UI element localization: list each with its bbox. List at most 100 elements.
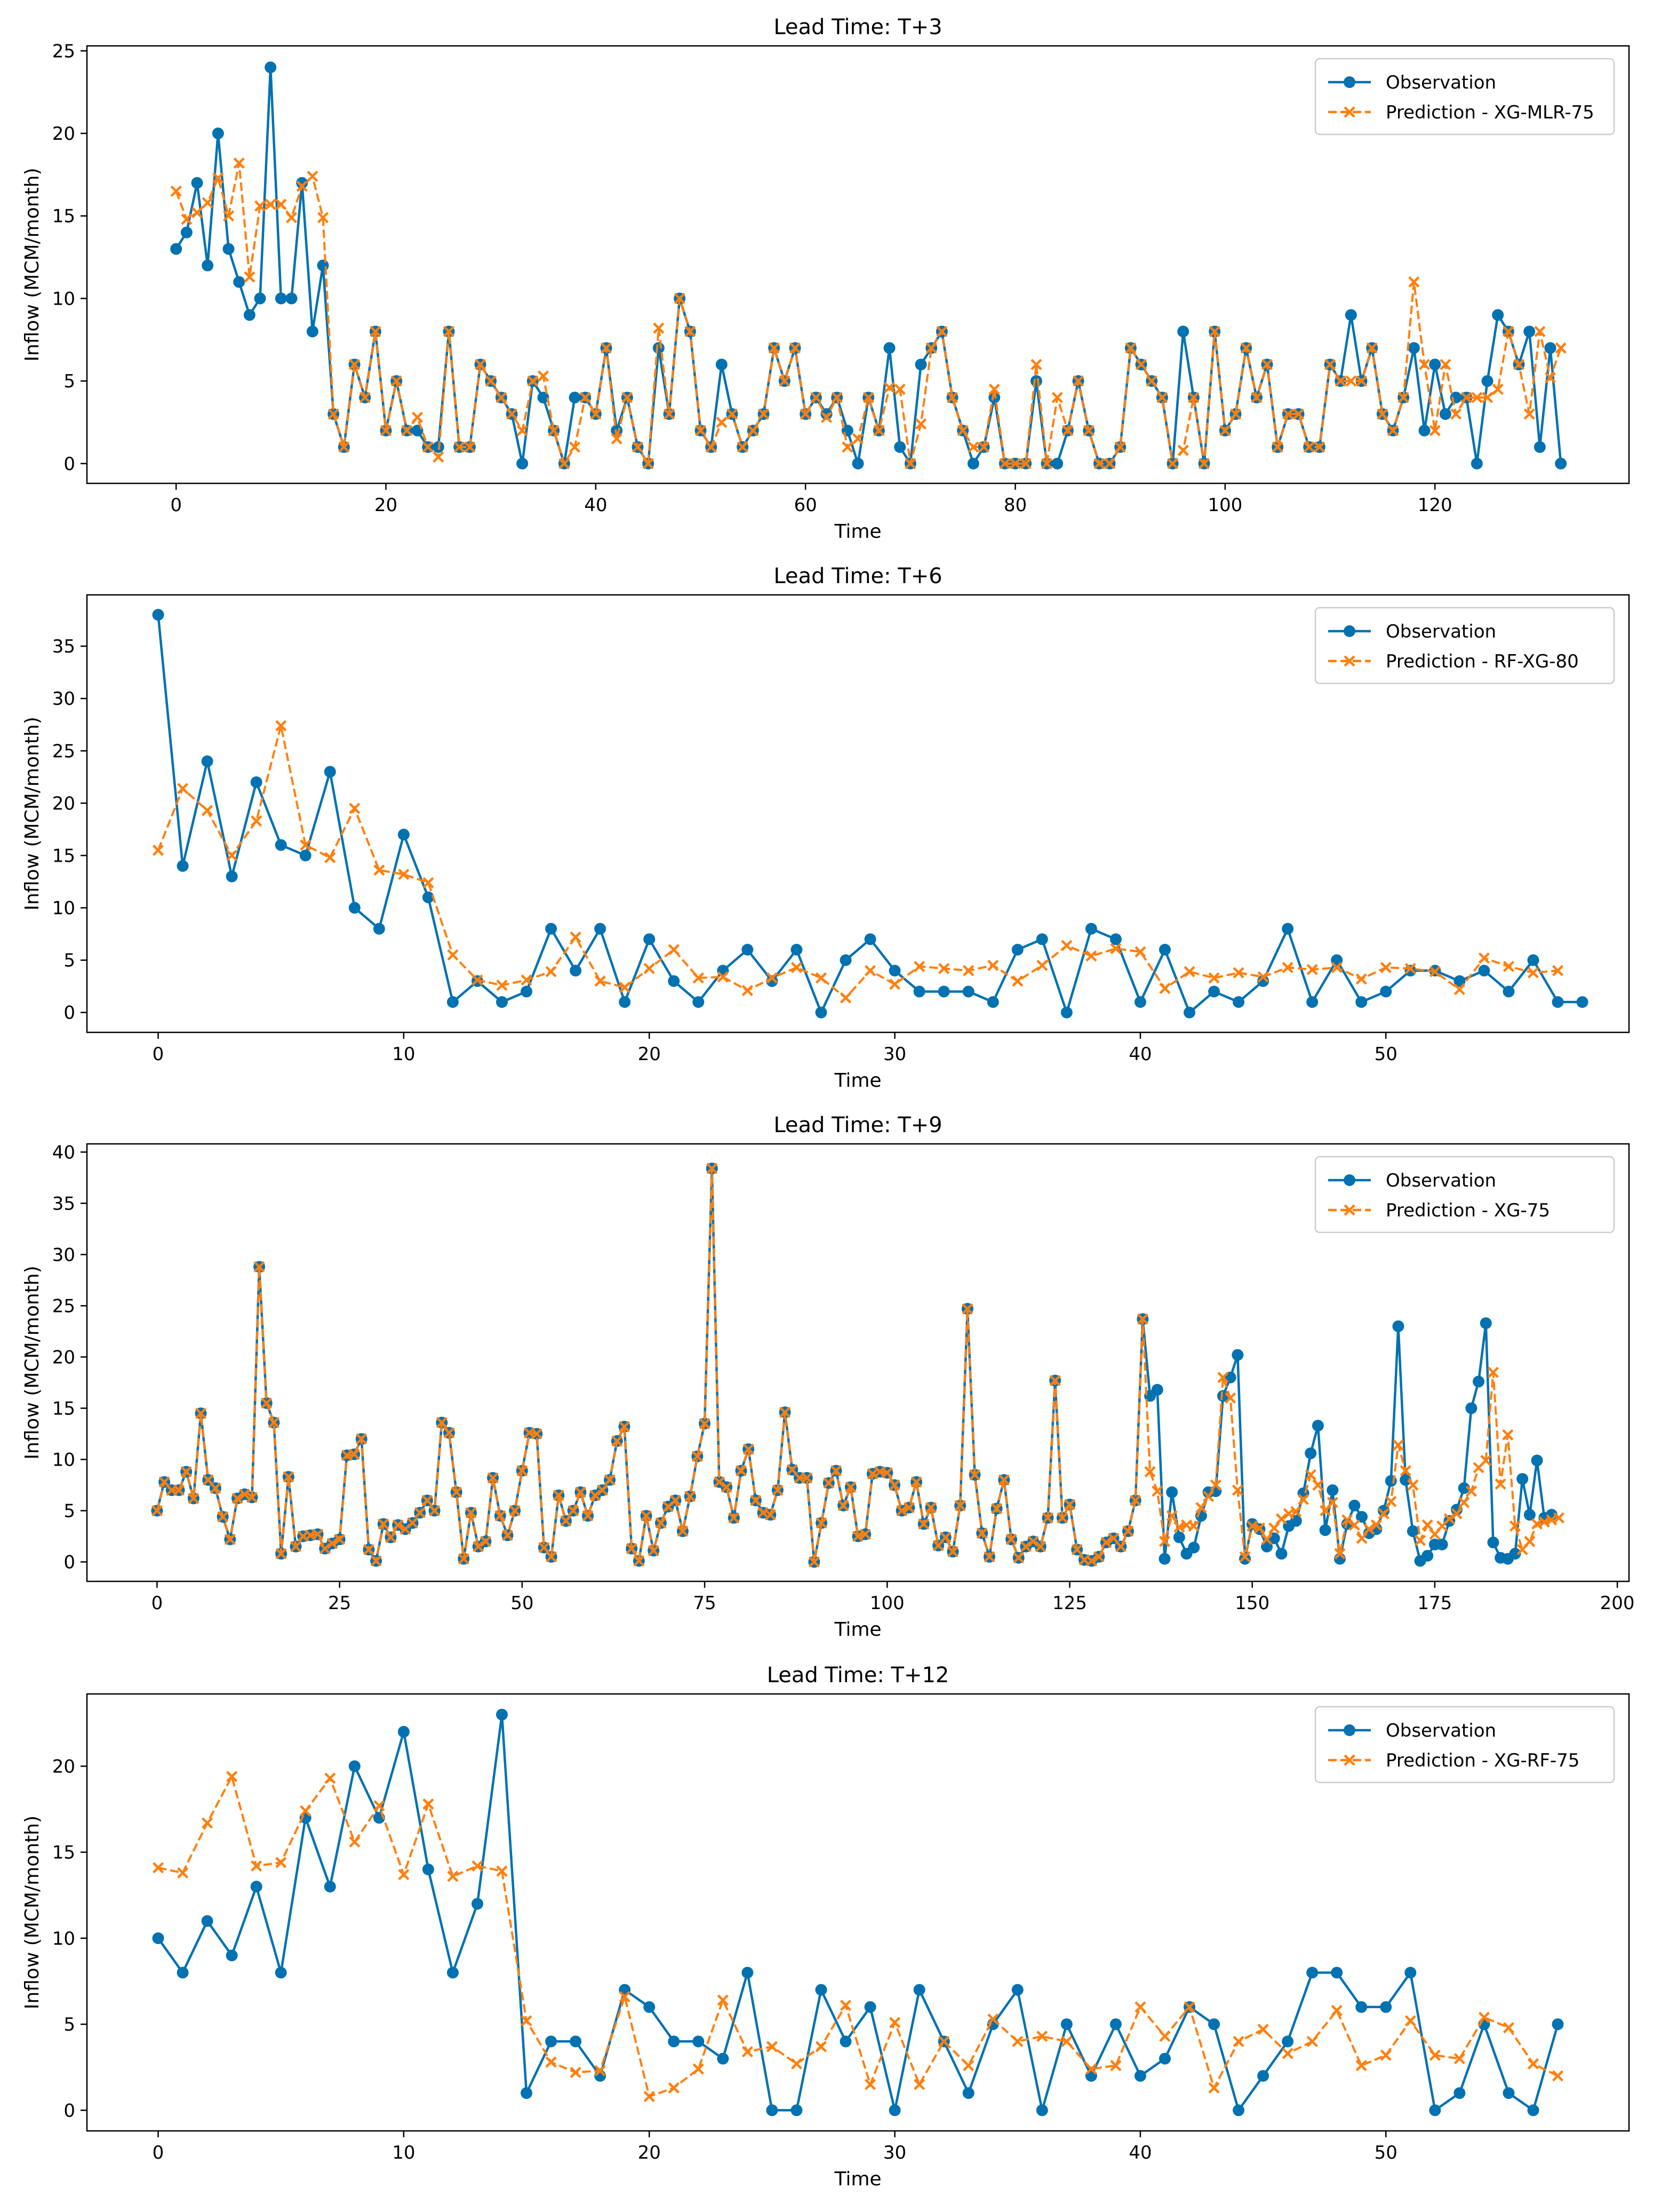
prediction-point (1429, 425, 1441, 436)
y-tick-label: 10 (52, 1449, 75, 1470)
chart-title: Lead Time: T+9 (773, 1113, 942, 1137)
prediction-point (370, 325, 381, 337)
prediction-point (1527, 967, 1539, 978)
y-tick-label: 5 (63, 371, 75, 392)
x-tick-label: 200 (1600, 1593, 1635, 1614)
prediction-point (779, 375, 790, 387)
prediction-point (275, 198, 287, 210)
prediction-point (1042, 1512, 1053, 1524)
observation-point (766, 2104, 778, 2116)
prediction-point (1312, 1479, 1324, 1491)
prediction-point (1257, 2024, 1269, 2035)
prediction-point (969, 1469, 981, 1481)
prediction-point (1219, 425, 1231, 436)
y-tick-label: 0 (63, 1002, 75, 1024)
prediction-point (790, 2058, 803, 2070)
observation-point (988, 392, 1001, 404)
legend-label: Prediction - XG-RF-75 (1386, 1750, 1579, 1771)
x-tick-label: 40 (1129, 2142, 1152, 2163)
observation-point (987, 996, 999, 1008)
observation-point (1458, 1482, 1470, 1494)
prediction-point (889, 2017, 901, 2028)
prediction-point (757, 408, 770, 420)
prediction-point (1210, 1479, 1221, 1491)
prediction-point (1290, 1506, 1302, 1518)
legend-marker (1344, 1174, 1355, 1186)
observation-point (275, 839, 287, 851)
prediction-point (815, 2041, 827, 2052)
observation-point (250, 1881, 262, 1893)
y-tick-label: 30 (52, 1244, 75, 1266)
observation-point (1407, 1525, 1419, 1537)
chart-title: Lead Time: T+6 (773, 564, 942, 588)
prediction-point (911, 1476, 922, 1488)
prediction-point (1036, 2031, 1048, 2042)
observation-point (1282, 2035, 1294, 2048)
observation-point (537, 392, 549, 404)
prediction-point (348, 359, 361, 370)
prediction-point (621, 392, 633, 403)
plot-frame (86, 45, 1630, 484)
prediction-point (845, 1481, 857, 1493)
prediction-point (859, 1529, 871, 1540)
observation-point (1011, 944, 1024, 956)
observation-point (1400, 1474, 1412, 1486)
prediction-point (1085, 950, 1097, 962)
prediction-point (1380, 961, 1392, 973)
prediction-point (217, 1511, 229, 1523)
prediction-point (1292, 408, 1305, 420)
legend: Observation Prediction - XG-RF-75 (1314, 1706, 1615, 1784)
observation-point (1173, 1531, 1185, 1543)
observation-point (1555, 457, 1567, 470)
prediction-point (1523, 408, 1535, 420)
observation-point (521, 2087, 533, 2099)
subplot-4: 0 10 20 30 40 50 0 5 10 15 20 Lead Time: T+12 Time In… (21, 1663, 1630, 2190)
prediction-point (201, 805, 213, 816)
prediction-point (202, 197, 213, 209)
observation-point (1109, 933, 1122, 945)
prediction-point (201, 1817, 213, 1829)
prediction-point (173, 1484, 185, 1496)
prediction-point (1355, 2059, 1367, 2072)
prediction-point (692, 972, 704, 984)
prediction-point (422, 441, 434, 453)
observation-point (1348, 1499, 1361, 1511)
observation-point (1257, 2070, 1269, 2082)
prediction-point (881, 1467, 893, 1479)
observation-point (1552, 2018, 1564, 2031)
observation-point (1531, 1454, 1543, 1467)
prediction-point (837, 1500, 849, 1511)
prediction-point (663, 408, 675, 420)
prediction-point (1156, 392, 1168, 403)
prediction-point (1209, 325, 1220, 337)
legend-label: Prediction - RF-XG-80 (1386, 651, 1579, 672)
observation-point (1356, 1511, 1368, 1523)
prediction-point (889, 1479, 900, 1491)
prediction-point (268, 1417, 280, 1428)
prediction-point (1093, 458, 1105, 470)
y-axis-label: Inflow (MCM/month) (21, 1266, 43, 1459)
observation-point (1509, 1548, 1521, 1560)
prediction-point (766, 2041, 778, 2052)
observation-point (967, 457, 979, 470)
prediction-point (1303, 441, 1315, 453)
prediction-point (1251, 392, 1263, 403)
prediction-point (494, 1510, 506, 1522)
observation-point (717, 2052, 729, 2065)
observation-point (1177, 325, 1189, 338)
observation-point (840, 954, 852, 966)
observation-point (1439, 408, 1451, 420)
y-axis-label: Inflow (MCM/month) (21, 1816, 43, 2009)
prediction-point (390, 375, 402, 387)
y-tick-label: 20 (52, 123, 75, 145)
observation-point (1036, 2104, 1048, 2116)
prediction-point (451, 1486, 462, 1498)
x-axis-label: Time (834, 2168, 881, 2190)
prediction-point (328, 408, 339, 420)
prediction-point (545, 1551, 557, 1563)
prediction-point (285, 212, 298, 224)
legend-label: Observation (1386, 72, 1496, 93)
prediction-point (619, 982, 630, 993)
y-tick-label: 10 (52, 898, 75, 919)
legend-label: Observation (1386, 621, 1496, 642)
